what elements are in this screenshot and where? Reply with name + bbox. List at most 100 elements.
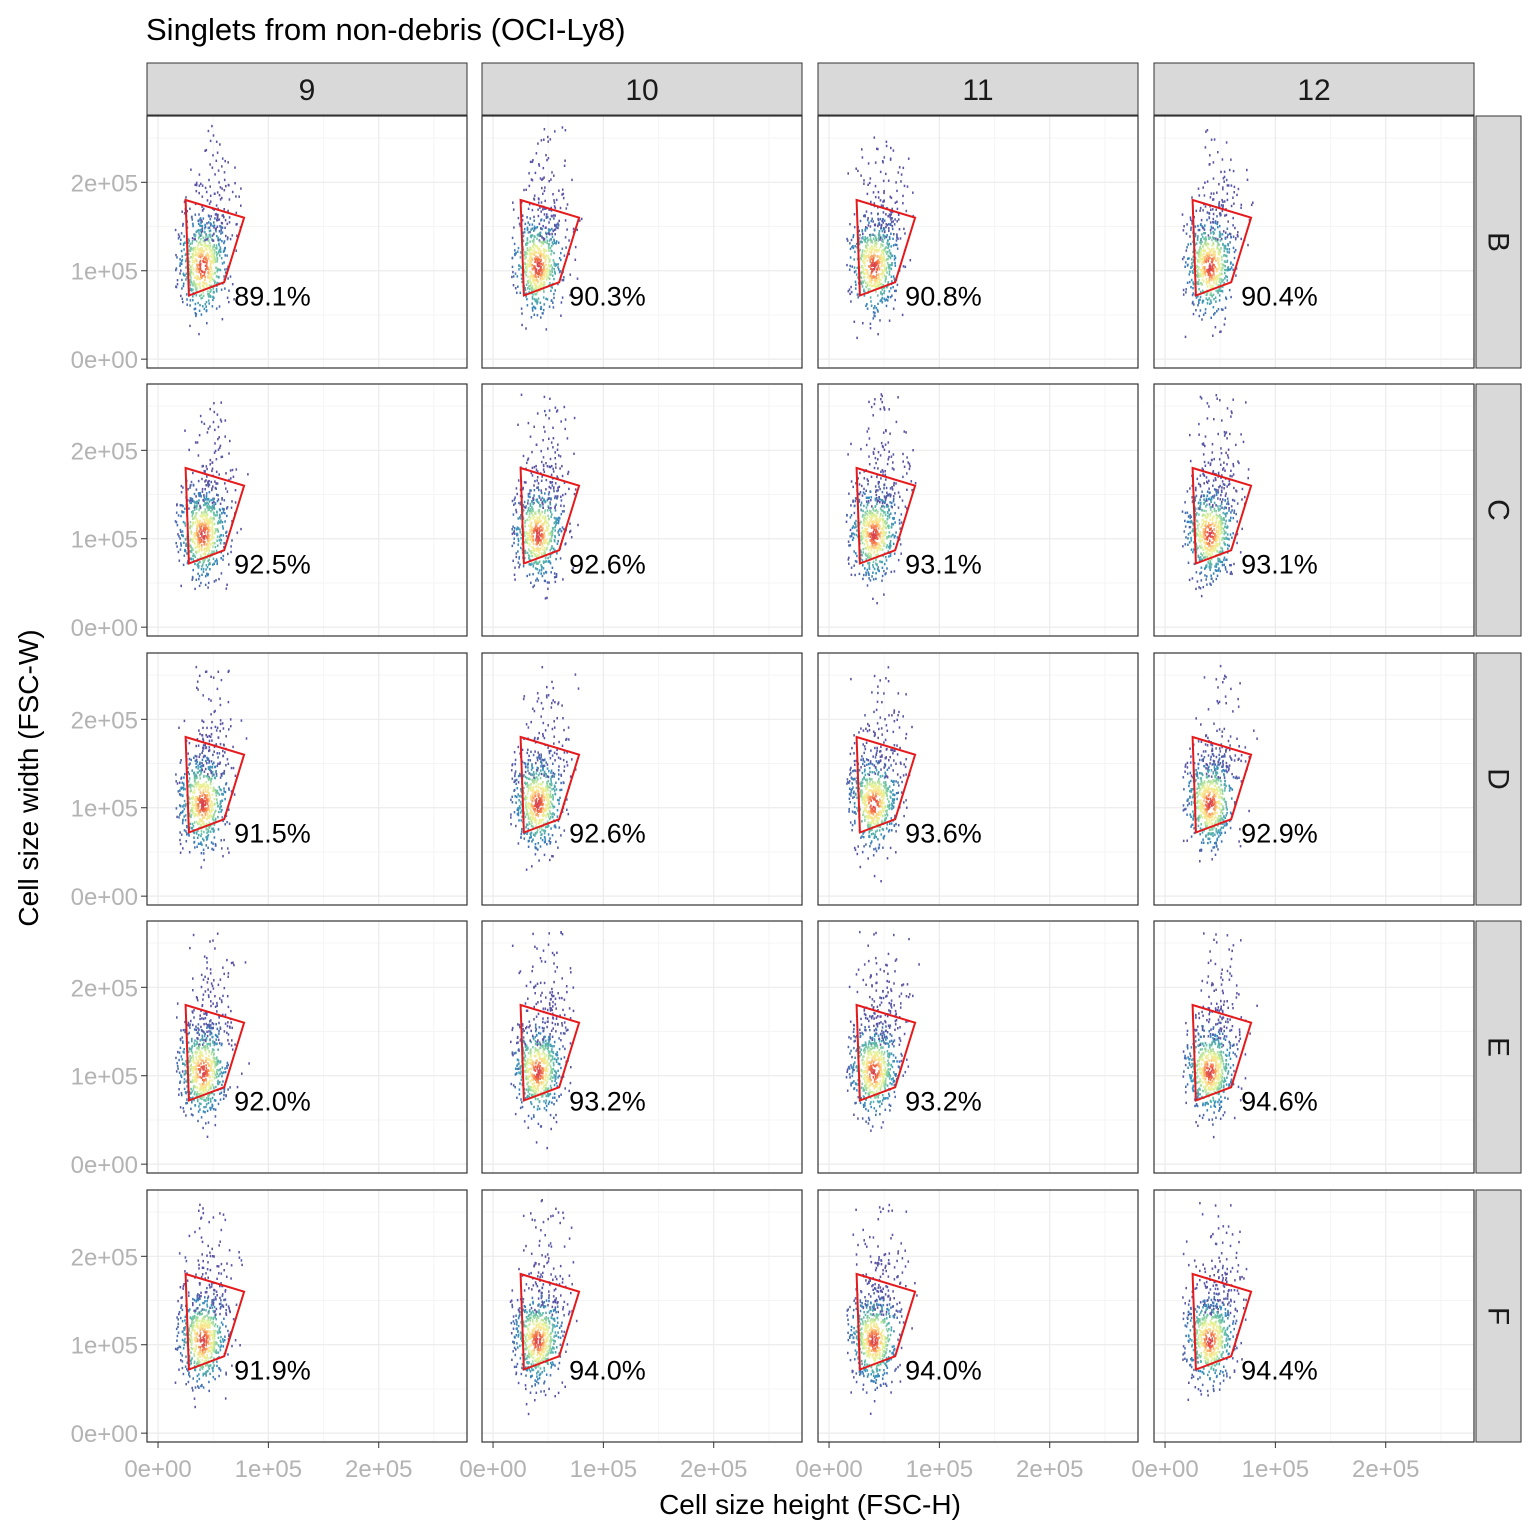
data-point [882,249,884,252]
data-point [205,498,207,501]
data-point [186,303,188,306]
data-point [883,593,885,596]
data-point [1200,238,1202,241]
data-point [520,201,523,204]
data-point [562,196,565,200]
data-point [897,213,900,216]
data-point [535,464,537,468]
row-strip [1475,115,1522,369]
data-point [542,567,545,570]
data-point [191,254,194,257]
data-point [223,546,225,549]
data-point [539,232,541,235]
data-point [213,580,216,583]
data-point [515,555,518,559]
data-point [205,484,207,487]
data-point [1227,233,1229,236]
data-point [206,322,208,325]
data-point [194,307,197,310]
data-point [196,263,198,266]
data-point [190,549,192,553]
data-point [532,277,535,280]
data-point [871,264,874,267]
data-point [1235,267,1238,270]
data-point [193,281,196,285]
data-point [879,537,882,540]
data-point [209,425,211,428]
data-point [878,268,881,271]
data-point [512,270,514,274]
data-point [540,219,542,222]
data-point [550,285,553,288]
data-point [1212,230,1214,234]
data-point [553,277,555,281]
data-point [554,505,556,508]
data-point [211,534,214,537]
data-point [867,243,869,247]
data-point [867,240,869,243]
data-point [197,263,199,267]
data-point [1201,318,1203,321]
data-point [199,506,202,509]
data-point [1208,163,1211,166]
data-point [545,413,547,417]
data-point [195,183,198,187]
data-point [877,217,879,221]
data-point [885,223,888,226]
data-point [519,531,521,534]
data-point [202,503,205,507]
data-point [885,140,888,143]
data-point [871,276,873,280]
data-point [860,508,862,511]
data-point [861,541,864,545]
data-point [203,496,205,499]
data-point [887,246,889,249]
data-point [549,486,552,490]
data-point [881,296,884,300]
data-point [211,536,213,539]
data-point [866,546,869,549]
data-point [1187,257,1189,260]
data-point [1215,267,1218,270]
data-point [207,581,210,585]
data-point [545,232,548,236]
data-point [221,239,223,243]
data-point [204,575,207,578]
data-point [873,202,876,205]
data-point [1221,158,1224,161]
data-point [209,407,211,411]
data-point [525,531,528,535]
data-point [548,485,551,489]
data-point [878,223,881,226]
data-point [1208,237,1210,240]
data-point [185,272,188,275]
row-strip [1475,1189,1522,1443]
data-point [199,264,201,267]
data-point [540,249,542,253]
data-point [542,515,544,518]
data-point [209,163,211,166]
data-point [1220,330,1222,333]
data-point [1228,251,1230,254]
data-point [553,268,555,271]
data-point [207,253,210,256]
data-point [883,189,885,193]
data-point [221,525,224,528]
data-point [532,496,535,500]
data-point [863,214,865,218]
data-point [544,557,547,560]
data-point [869,267,872,270]
gate-polygon [1191,198,1253,297]
data-point [558,517,561,520]
data-point [199,294,201,298]
data-point [204,488,206,491]
data-point [1194,234,1197,238]
data-point [202,282,205,285]
data-point [536,568,539,571]
data-point [209,505,212,509]
data-point [871,258,874,261]
data-point [180,584,182,588]
data-point [1225,178,1228,182]
data-point [195,538,197,541]
data-point [534,554,537,557]
